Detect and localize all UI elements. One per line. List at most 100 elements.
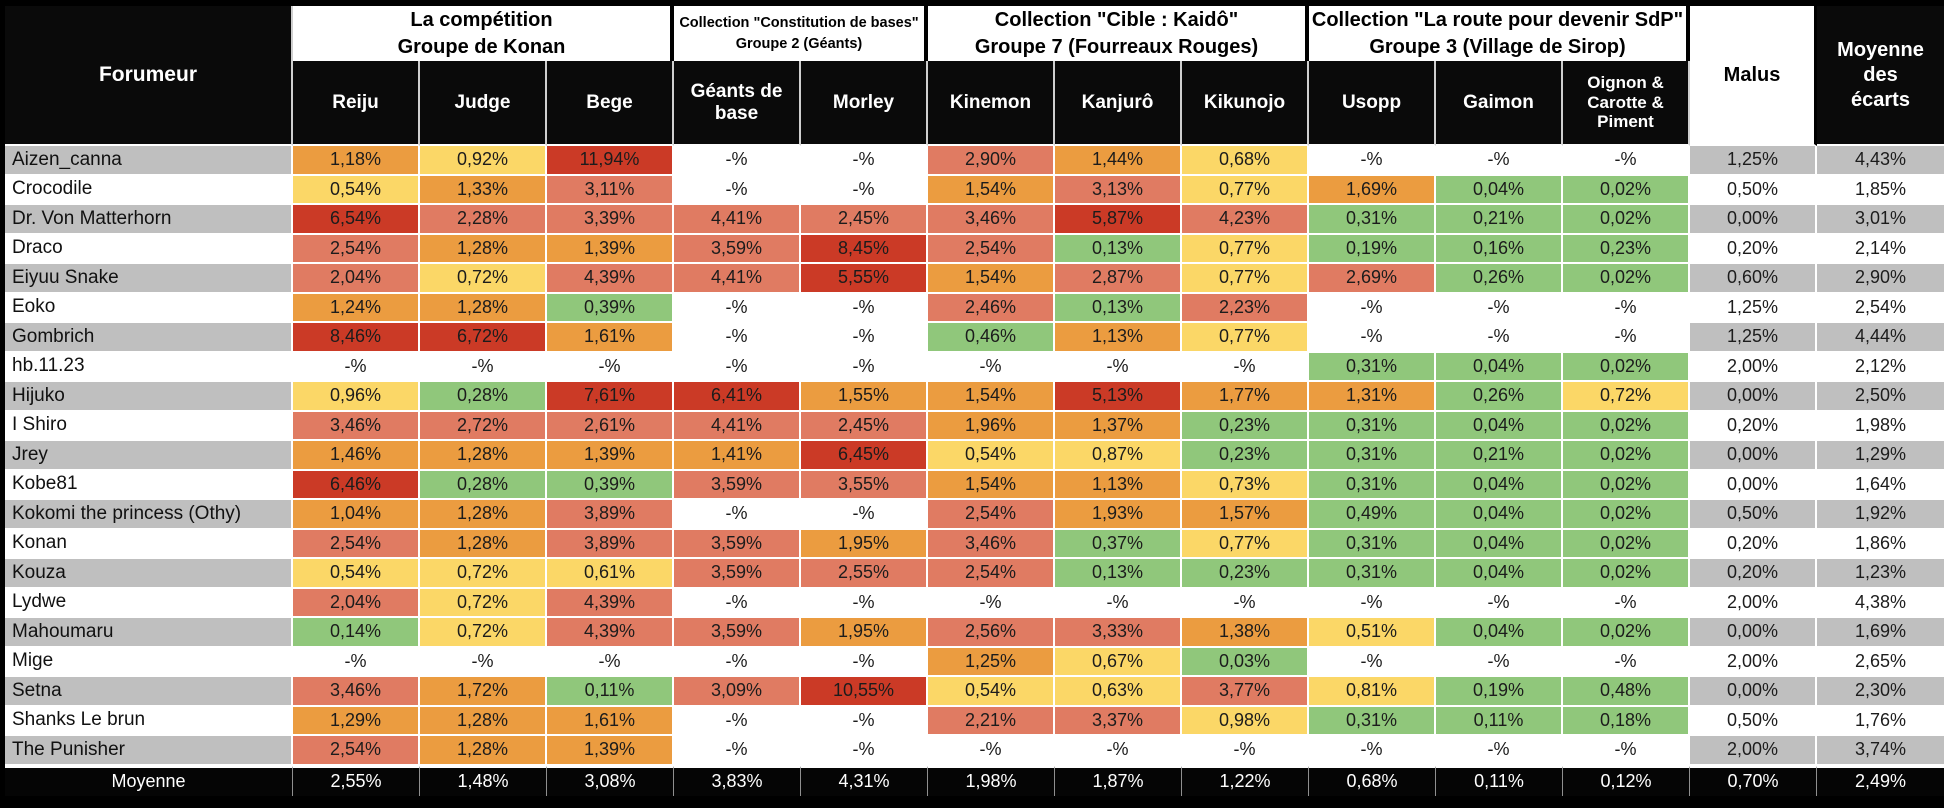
value-cell: 1,95% xyxy=(801,618,928,648)
value-cell: 1,33% xyxy=(420,175,547,205)
value-cell: 3,77% xyxy=(1182,677,1309,707)
value-cell: 2,56% xyxy=(928,618,1055,648)
value-cell: 0,61% xyxy=(547,559,674,589)
value-cell: 3,59% xyxy=(674,529,801,559)
value-cell: 0,04% xyxy=(1436,411,1563,441)
value-cell: 0,04% xyxy=(1436,352,1563,382)
value-cell: 0,72% xyxy=(420,588,547,618)
footer-name: Moyenne xyxy=(5,765,293,796)
value-cell: 0,04% xyxy=(1436,500,1563,530)
value-cell: -% xyxy=(1436,323,1563,353)
malus-cell: 2,00% xyxy=(1690,647,1817,677)
row-name: I Shiro xyxy=(5,411,293,441)
value-cell: -% xyxy=(801,352,928,382)
value-cell: 0,14% xyxy=(293,618,420,648)
value-cell: 1,28% xyxy=(420,736,547,766)
average-cell: 4,38% xyxy=(1817,588,1944,618)
value-cell: 2,04% xyxy=(293,264,420,294)
group-header-2: Collection "Constitution de bases" Groupe… xyxy=(674,6,928,61)
value-cell: -% xyxy=(1182,588,1309,618)
value-cell: -% xyxy=(801,323,928,353)
malus-cell: 0,20% xyxy=(1690,559,1817,589)
value-cell: 1,28% xyxy=(420,500,547,530)
value-cell: -% xyxy=(801,175,928,205)
row-name: The Punisher xyxy=(5,736,293,766)
value-cell: 0,19% xyxy=(1309,234,1436,264)
value-cell: -% xyxy=(293,352,420,382)
value-cell: -% xyxy=(801,736,928,766)
value-cell: 7,61% xyxy=(547,382,674,412)
value-cell: -% xyxy=(1436,736,1563,766)
value-cell: 0,73% xyxy=(1182,470,1309,500)
average-cell: 1,98% xyxy=(1817,411,1944,441)
value-cell: -% xyxy=(928,588,1055,618)
value-cell: 0,31% xyxy=(1309,411,1436,441)
column-header: Judge xyxy=(420,61,547,146)
value-cell: 0,48% xyxy=(1563,677,1690,707)
value-cell: 2,28% xyxy=(420,205,547,235)
average-cell: 2,12% xyxy=(1817,352,1944,382)
value-cell: 2,54% xyxy=(928,234,1055,264)
average-cell: 2,65% xyxy=(1817,647,1944,677)
value-cell: 1,54% xyxy=(928,382,1055,412)
value-cell: 2,54% xyxy=(293,234,420,264)
footer-value-cell: 1,87% xyxy=(1055,765,1182,796)
value-cell: 6,72% xyxy=(420,323,547,353)
value-cell: 1,61% xyxy=(547,323,674,353)
value-cell: 0,02% xyxy=(1563,411,1690,441)
value-cell: 0,04% xyxy=(1436,559,1563,589)
value-cell: 1,54% xyxy=(928,470,1055,500)
value-cell: 1,18% xyxy=(293,146,420,176)
row-name: Jrey xyxy=(5,441,293,471)
value-cell: 0,72% xyxy=(420,264,547,294)
malus-cell: 2,00% xyxy=(1690,736,1817,766)
row-name: Eiyuu Snake xyxy=(5,264,293,294)
value-cell: 0,19% xyxy=(1436,677,1563,707)
value-cell: 2,45% xyxy=(801,205,928,235)
value-cell: 0,23% xyxy=(1182,559,1309,589)
average-cell: 2,54% xyxy=(1817,293,1944,323)
malus-cell: 0,00% xyxy=(1690,470,1817,500)
value-cell: 0,13% xyxy=(1055,234,1182,264)
group-header-1: La compétition Groupe de Konan xyxy=(293,6,674,61)
value-cell: 1,24% xyxy=(293,293,420,323)
value-cell: 1,37% xyxy=(1055,411,1182,441)
value-cell: 1,46% xyxy=(293,441,420,471)
value-cell: 0,77% xyxy=(1182,323,1309,353)
value-cell: 2,69% xyxy=(1309,264,1436,294)
value-cell: 0,31% xyxy=(1309,205,1436,235)
column-header: Kanjurô xyxy=(1055,61,1182,146)
value-cell: 3,89% xyxy=(547,500,674,530)
value-cell: 0,51% xyxy=(1309,618,1436,648)
value-cell: -% xyxy=(1436,293,1563,323)
row-name: Kouza xyxy=(5,559,293,589)
value-cell: -% xyxy=(928,736,1055,766)
value-cell: -% xyxy=(801,146,928,176)
column-header: Oignon & Carotte & Piment xyxy=(1563,61,1690,146)
value-cell: 0,02% xyxy=(1563,352,1690,382)
value-cell: 0,72% xyxy=(420,559,547,589)
average-cell: 3,01% xyxy=(1817,205,1944,235)
value-cell: 0,31% xyxy=(1309,706,1436,736)
value-cell: 2,46% xyxy=(928,293,1055,323)
value-cell: 8,46% xyxy=(293,323,420,353)
value-cell: 2,54% xyxy=(928,559,1055,589)
row-name: Mahoumaru xyxy=(5,618,293,648)
malus-cell: 0,20% xyxy=(1690,411,1817,441)
row-name: hb.11.23 xyxy=(5,352,293,382)
value-cell: 0,68% xyxy=(1182,146,1309,176)
malus-cell: 0,00% xyxy=(1690,618,1817,648)
value-cell: 0,72% xyxy=(420,618,547,648)
value-cell: 1,95% xyxy=(801,529,928,559)
value-cell: -% xyxy=(801,588,928,618)
value-cell: 2,54% xyxy=(293,529,420,559)
value-cell: 1,28% xyxy=(420,293,547,323)
value-cell: 1,57% xyxy=(1182,500,1309,530)
value-cell: -% xyxy=(674,706,801,736)
value-cell: 0,02% xyxy=(1563,500,1690,530)
value-cell: -% xyxy=(801,293,928,323)
value-cell: -% xyxy=(1309,647,1436,677)
value-cell: 0,11% xyxy=(1436,706,1563,736)
value-cell: 0,02% xyxy=(1563,205,1690,235)
